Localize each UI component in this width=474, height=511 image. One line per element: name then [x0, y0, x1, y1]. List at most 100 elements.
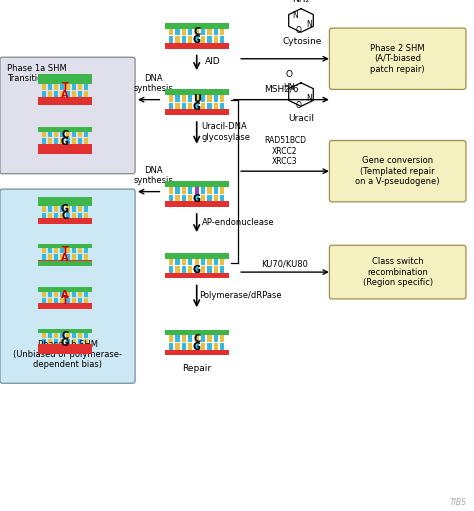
Bar [72, 339, 76, 344]
Bar [207, 335, 211, 342]
Bar [78, 333, 82, 338]
Text: Uracil-DNA
glycosylase: Uracil-DNA glycosylase [201, 122, 250, 142]
Bar [42, 138, 46, 144]
Bar [66, 132, 70, 137]
Bar [42, 213, 46, 218]
Text: N: N [307, 20, 312, 29]
Bar [169, 36, 173, 43]
Bar [38, 303, 92, 308]
Bar [175, 29, 180, 35]
Bar [175, 195, 180, 201]
Bar [66, 84, 70, 90]
Bar [188, 335, 192, 342]
Bar [164, 273, 228, 278]
Bar [220, 343, 224, 350]
Bar [220, 29, 224, 35]
Bar [207, 259, 211, 265]
Bar [72, 206, 76, 212]
Bar [78, 84, 82, 90]
Bar [72, 84, 76, 90]
Bar [48, 132, 52, 137]
Bar [182, 335, 186, 342]
Bar [54, 132, 58, 137]
Bar [48, 254, 52, 260]
Bar [164, 109, 228, 115]
Bar [60, 333, 64, 338]
Text: Phase 1b SHM
(Unbiased or polymerase-
dependent bias): Phase 1b SHM (Unbiased or polymerase- de… [13, 340, 122, 369]
FancyBboxPatch shape [0, 189, 135, 383]
Text: TIBS: TIBS [450, 498, 467, 507]
Bar [214, 36, 218, 43]
Text: G: G [193, 102, 201, 112]
Bar [207, 36, 211, 43]
Bar [220, 266, 224, 273]
Bar [54, 339, 58, 344]
Bar [201, 103, 205, 109]
Text: G: G [193, 342, 201, 352]
FancyBboxPatch shape [329, 141, 466, 202]
Text: A: A [61, 89, 69, 100]
Bar [42, 248, 46, 253]
Bar [214, 343, 218, 350]
Bar [194, 195, 199, 201]
Bar [84, 84, 88, 90]
Bar [42, 91, 46, 97]
Bar [72, 91, 76, 97]
Bar [38, 287, 92, 292]
FancyBboxPatch shape [329, 245, 466, 299]
Bar [84, 248, 88, 253]
Bar [164, 201, 228, 207]
Text: Class switch
recombination
(Region specific): Class switch recombination (Region speci… [363, 257, 433, 287]
Text: Cytosine: Cytosine [282, 37, 322, 47]
Bar [38, 260, 92, 264]
Bar [60, 254, 64, 260]
Text: DNA
synthesis: DNA synthesis [134, 74, 173, 93]
Bar [175, 266, 180, 273]
Bar [175, 36, 180, 43]
Bar [169, 29, 173, 35]
Bar [54, 138, 58, 144]
Text: T: T [62, 296, 68, 306]
Bar [84, 91, 88, 97]
Bar [84, 138, 88, 144]
Bar [201, 195, 205, 201]
Bar [169, 266, 173, 273]
Bar [60, 84, 64, 90]
Text: T: T [62, 246, 68, 256]
Text: C: C [61, 130, 69, 140]
Bar [188, 195, 192, 201]
Bar [48, 298, 52, 303]
Bar [38, 127, 92, 132]
Bar [220, 259, 224, 265]
Bar [182, 195, 186, 201]
Bar [42, 333, 46, 338]
Bar [42, 254, 46, 260]
Bar [38, 79, 92, 84]
Bar [188, 343, 192, 350]
Bar [194, 36, 199, 43]
Bar [66, 138, 70, 144]
Bar [194, 95, 199, 102]
Bar [207, 343, 211, 350]
Bar [38, 100, 92, 105]
Text: G: G [193, 194, 201, 204]
Bar [78, 213, 82, 218]
Text: G: G [61, 338, 69, 347]
Bar [220, 195, 224, 201]
Bar [188, 266, 192, 273]
Bar [38, 349, 92, 354]
Bar [214, 195, 218, 201]
Text: Gene conversion
(Templated repair
on a V-pseudogene): Gene conversion (Templated repair on a V… [356, 156, 440, 186]
Bar [60, 248, 64, 253]
Bar [54, 91, 58, 97]
Bar [182, 187, 186, 194]
Bar [182, 36, 186, 43]
Bar [201, 259, 205, 265]
Bar [38, 149, 92, 154]
Bar [60, 91, 64, 97]
Bar [169, 103, 173, 109]
Bar [78, 339, 82, 344]
Text: C: C [61, 331, 69, 341]
Bar [48, 84, 52, 90]
Bar [38, 97, 92, 102]
